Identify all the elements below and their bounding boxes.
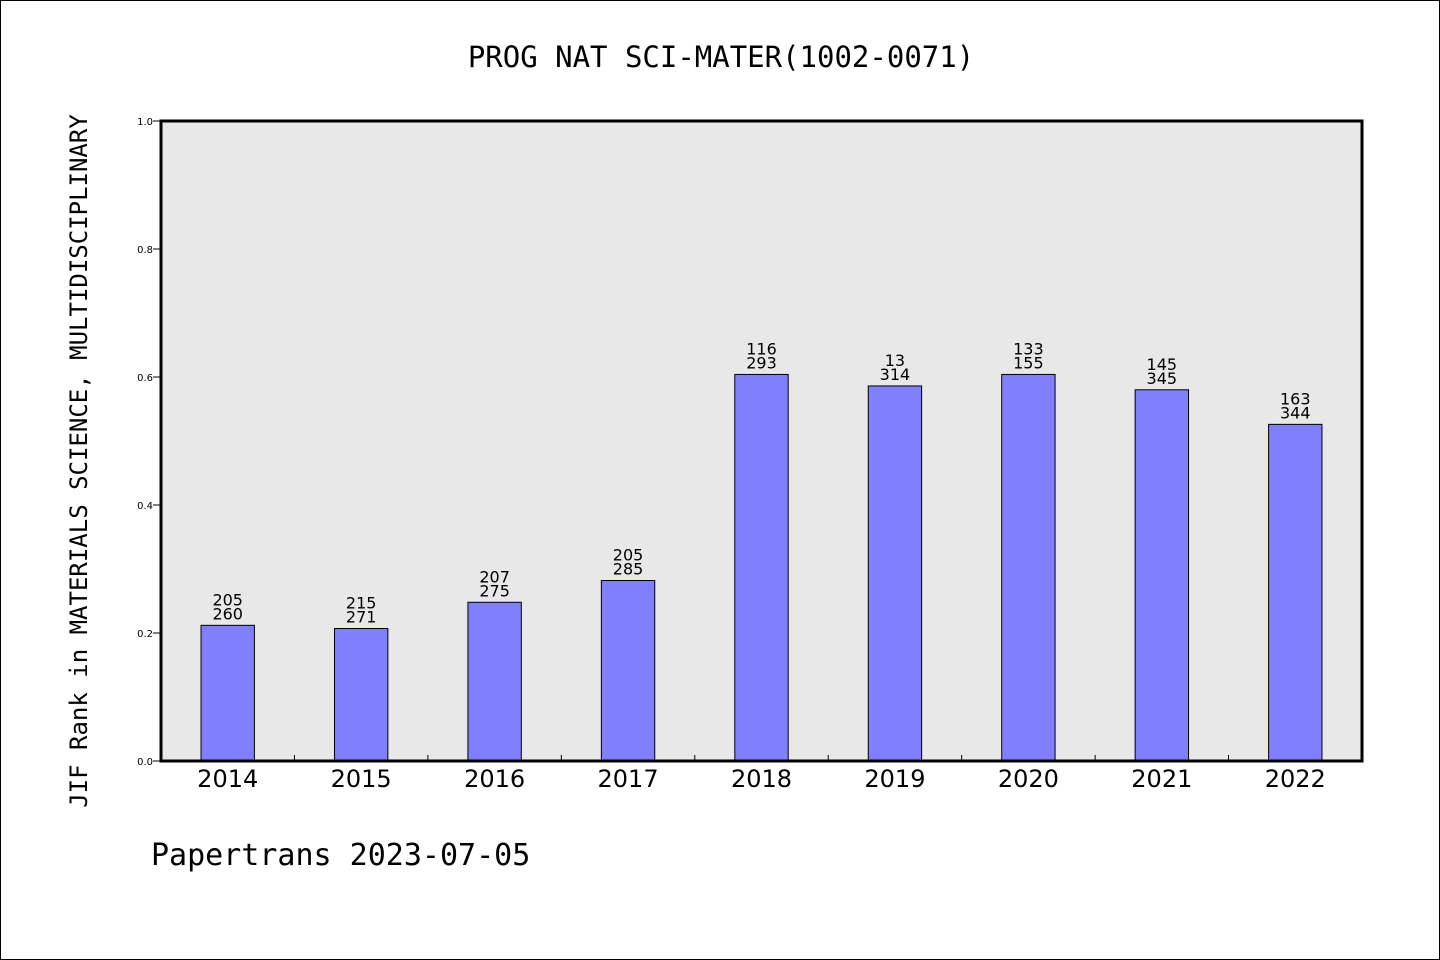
chart-title: PROG NAT SCI-MATER(1002-0071) [468,40,974,74]
ticks-group: 0.0 0.2 0.4 0.6 0.8 1.0 2014 2015 2016 2017 2018 20… [137,117,1326,793]
plot-border [159,119,1364,763]
data-label-bottom: 345 [1147,369,1178,388]
data-label-top: 205 [212,590,243,609]
bar-2019 [867,385,923,762]
x-tick-label: 2019 [864,765,925,793]
y-axis-label: JIF Rank in MATERIALS SCIENCE, MULTIDISC… [65,114,93,808]
y-tick-label: 0.8 [137,245,153,256]
x-tick-label: 2020 [998,765,1059,793]
data-label-top: 163 [1280,389,1311,408]
data-label-top: 13 [885,351,905,370]
y-tick-label: 0.6 [137,373,153,384]
x-tick-label: 2014 [197,765,258,793]
x-tick-label: 2017 [598,765,659,793]
x-tick-label: 2021 [1131,765,1192,793]
data-label-bottom: 260 [212,604,243,623]
bar-2022 [1268,423,1323,762]
data-label-top: 145 [1147,355,1178,374]
bar-2020 [1001,373,1056,762]
y-tick-label: 0.2 [137,629,153,640]
footer-credit: Papertrans 2023-07-05 [151,838,530,873]
data-label-bottom: 271 [346,608,377,627]
data-label-bottom: 155 [1013,353,1044,372]
bar-2015 [333,628,389,762]
x-tick-label: 2018 [731,765,792,793]
bar-2021 [1134,389,1190,762]
data-label-top: 133 [1013,339,1044,358]
x-tick-label: 2015 [331,765,392,793]
data-label-bottom: 293 [746,353,777,372]
x-tick-label: 2016 [464,765,525,793]
data-label-top: 116 [746,339,777,358]
data-label-bottom: 275 [479,581,510,600]
y-tick-label: 1.0 [137,117,153,128]
y-tick-label: 0.0 [137,757,153,768]
data-label-bottom: 285 [613,560,644,579]
bar-2016 [467,601,522,762]
bar-2018 [734,373,789,762]
data-label-top: 215 [346,594,377,613]
y-tick-label: 0.4 [137,501,153,512]
data-label-bottom: 344 [1280,403,1311,422]
x-tick-label: 2022 [1265,765,1326,793]
data-label-top: 205 [613,546,644,565]
data-label-top: 207 [479,567,510,586]
bar-2014 [200,624,255,762]
bar-2017 [600,580,656,762]
data-label-bottom: 314 [880,365,911,384]
